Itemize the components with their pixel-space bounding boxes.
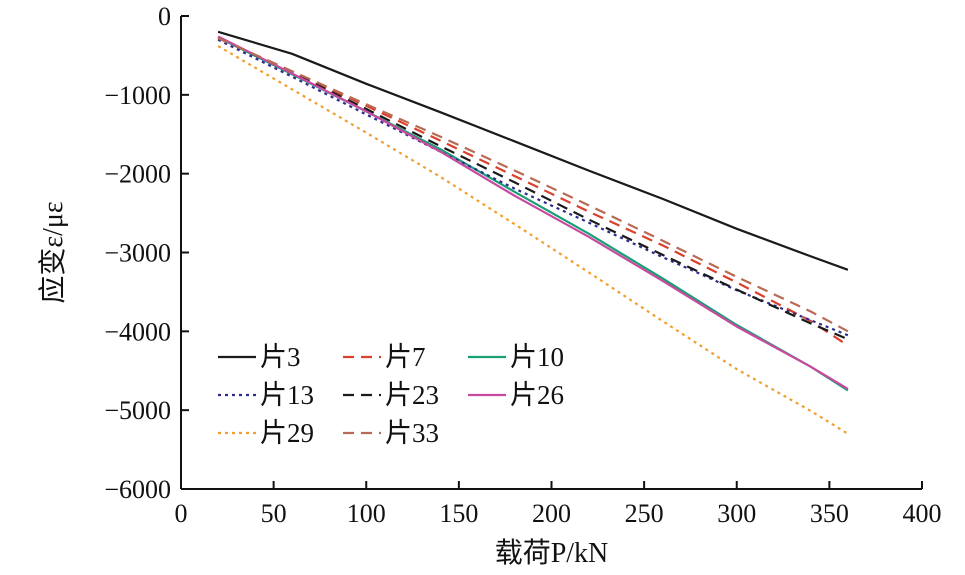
series-line-1 (217, 30, 849, 271)
series-line-3 (217, 36, 849, 392)
plot-lines (217, 30, 849, 435)
legend-label: 片3 (260, 342, 301, 372)
y-axis-title: 应变ε/με (37, 201, 69, 303)
legend-label: 片33 (385, 418, 439, 448)
y-tick-label: −3000 (104, 239, 171, 268)
x-tick-label: 100 (347, 499, 386, 528)
legend-label: 片13 (260, 380, 314, 410)
x-tick-label: 250 (625, 499, 664, 528)
series-line-5 (217, 36, 849, 341)
x-tick-label: 300 (717, 499, 756, 528)
y-tick-label: −6000 (104, 475, 171, 504)
legend-label: 片10 (510, 342, 564, 372)
series-line-8 (217, 37, 849, 333)
legend-label: 片7 (385, 342, 426, 372)
y-tick-label: −1000 (104, 81, 171, 110)
series-line-4 (217, 38, 849, 337)
x-tick-label: 150 (439, 499, 478, 528)
series-line-7 (217, 45, 849, 435)
y-tick-label: −4000 (104, 317, 171, 346)
legend-label: 片29 (260, 418, 314, 448)
x-tick-label: 400 (903, 499, 942, 528)
series-line-2 (217, 37, 849, 347)
y-tick-label: −5000 (104, 396, 171, 425)
y-tick-label: 0 (158, 2, 171, 31)
x-axis-title: 载荷P/kN (495, 537, 609, 569)
legend-label: 片23 (385, 380, 439, 410)
legend: 片3 片7 片10 片13 片23 片26 片29 片33 (218, 342, 564, 448)
axes: 0 50 100 150 200 250 300 350 400 0 −1000 −2000 −3000… (104, 2, 941, 528)
x-tick-label: 0 (175, 499, 188, 528)
y-tick-label: −2000 (104, 160, 171, 189)
series-line-6 (217, 35, 849, 390)
legend-label: 片26 (510, 380, 564, 410)
x-tick-label: 350 (810, 499, 849, 528)
x-tick-label: 50 (261, 499, 287, 528)
x-tick-label: 200 (532, 499, 571, 528)
